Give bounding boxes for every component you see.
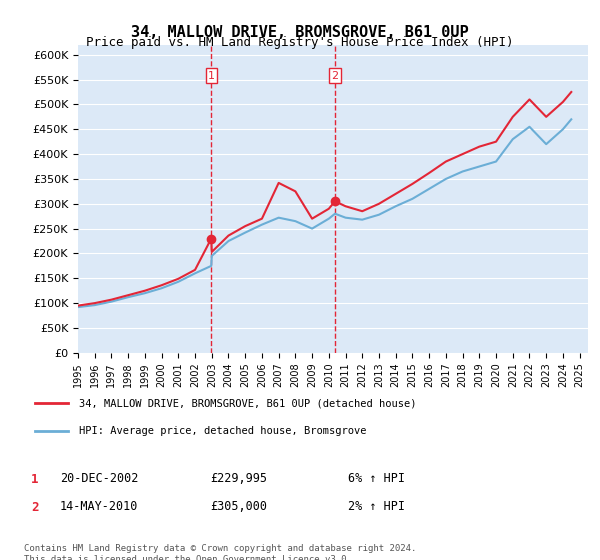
Text: 2: 2 [31,501,38,514]
Text: 2: 2 [331,71,338,81]
Text: Price paid vs. HM Land Registry's House Price Index (HPI): Price paid vs. HM Land Registry's House … [86,36,514,49]
Text: Contains HM Land Registry data © Crown copyright and database right 2024.
This d: Contains HM Land Registry data © Crown c… [24,544,416,560]
Text: 34, MALLOW DRIVE, BROMSGROVE, B61 0UP: 34, MALLOW DRIVE, BROMSGROVE, B61 0UP [131,25,469,40]
Text: 6% ↑ HPI: 6% ↑ HPI [348,472,405,486]
Text: 34, MALLOW DRIVE, BROMSGROVE, B61 0UP (detached house): 34, MALLOW DRIVE, BROMSGROVE, B61 0UP (d… [79,398,416,408]
Text: HPI: Average price, detached house, Bromsgrove: HPI: Average price, detached house, Brom… [79,426,367,436]
Text: £305,000: £305,000 [210,500,267,514]
Text: 20-DEC-2002: 20-DEC-2002 [60,472,139,486]
Text: £229,995: £229,995 [210,472,267,486]
Text: 1: 1 [208,71,215,81]
Text: 14-MAY-2010: 14-MAY-2010 [60,500,139,514]
Text: 1: 1 [31,473,38,486]
Text: 2% ↑ HPI: 2% ↑ HPI [348,500,405,514]
